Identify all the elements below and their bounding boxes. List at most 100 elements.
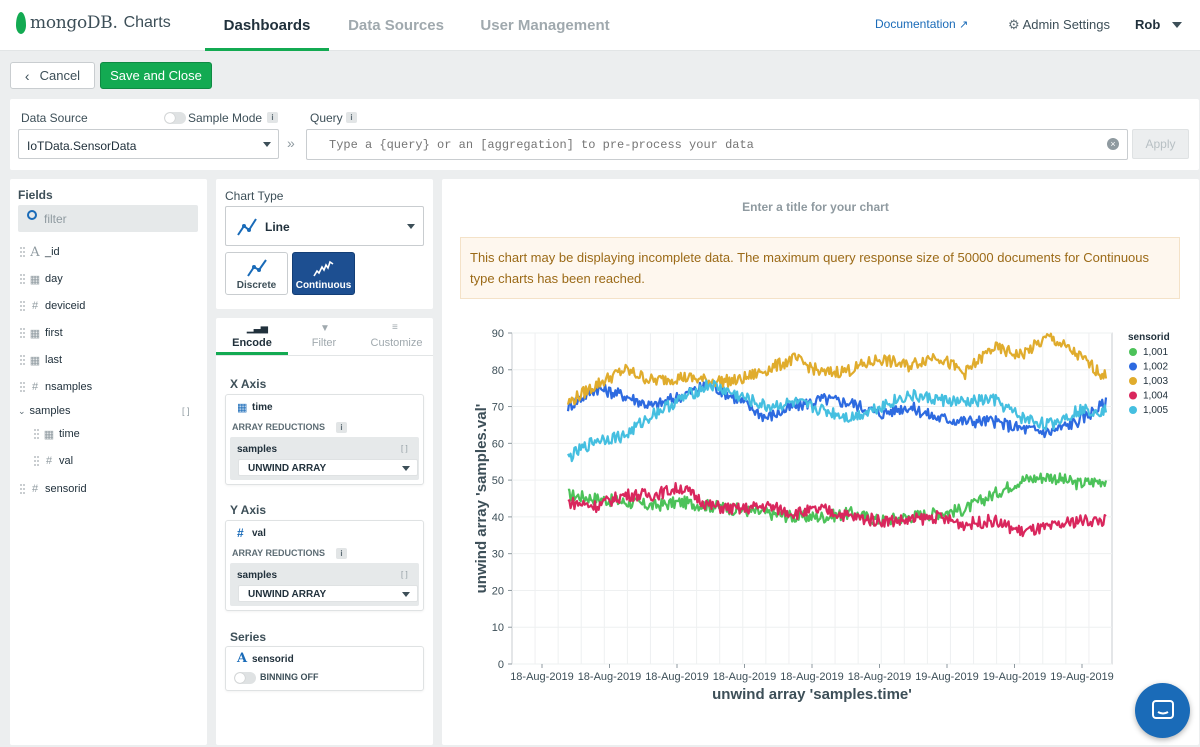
y-tick-label: 10 <box>492 622 504 634</box>
tab-customize[interactable]: ≡ Customize <box>360 318 433 355</box>
array-reductions-info-icon[interactable]: i <box>336 548 347 559</box>
tab-data-sources[interactable]: Data Sources <box>348 17 444 34</box>
sliders-icon: ≡ <box>392 322 398 333</box>
reduction-select[interactable]: UNWIND ARRAY <box>238 585 418 602</box>
drag-handle-icon[interactable] <box>20 355 25 365</box>
field-label: samples <box>29 405 71 417</box>
field-deviceid[interactable]: # deviceid <box>20 296 85 316</box>
data-source-label: Data Source <box>21 111 88 125</box>
apply-button[interactable]: Apply <box>1132 129 1189 159</box>
legend-label: 1,003 <box>1143 376 1168 387</box>
calendar-icon: ▦ <box>29 354 41 367</box>
sample-mode-info-icon[interactable]: i <box>267 112 278 123</box>
save-and-close-button[interactable]: Save and Close <box>100 62 212 89</box>
tab-customize-label: Customize <box>370 337 423 349</box>
field-label: nsamples <box>45 381 93 393</box>
chart-title-input[interactable]: Enter a title for your chart <box>742 200 889 214</box>
data-source-select[interactable]: IoTData.SensorData <box>18 129 279 159</box>
legend-swatch <box>1129 391 1137 400</box>
y-tick-label: 30 <box>492 549 504 561</box>
array-reductions-info-icon[interactable]: i <box>336 422 347 433</box>
x-tick-label: 19-Aug-2019 <box>915 671 979 683</box>
drag-handle-icon[interactable] <box>20 328 25 338</box>
discrete-line-icon <box>247 259 267 277</box>
mongodb-charts-logo[interactable]: mongoDB. Charts <box>16 12 171 34</box>
data-source-value: IoTData.SensorData <box>27 139 137 153</box>
tab-dashboards[interactable]: Dashboards <box>205 0 329 51</box>
chevron-down-icon <box>263 142 271 147</box>
x-tick-label: 18-Aug-2019 <box>645 671 709 683</box>
field-sensorid[interactable]: # sensorid <box>20 479 87 499</box>
discrete-label: Discrete <box>236 280 277 291</box>
data-source-panel: Data Source Sample Mode i IoTData.Sensor… <box>10 99 1199 170</box>
documentation-label: Documentation <box>875 17 956 31</box>
drag-handle-icon[interactable] <box>34 429 39 439</box>
chevron-left-icon: ‹ <box>24 67 30 84</box>
field-last[interactable]: ▦ last <box>20 350 62 370</box>
x-tick-label: 18-Aug-2019 <box>510 671 574 683</box>
number-type-icon: # <box>45 455 53 467</box>
field-id[interactable]: A _id <box>20 242 60 262</box>
user-menu-caret-icon[interactable] <box>1172 22 1182 28</box>
user-name[interactable]: Rob <box>1135 17 1161 32</box>
series-title: Series <box>230 630 267 644</box>
drag-handle-icon[interactable] <box>20 274 25 284</box>
field-samples[interactable]: ⌄ samples <box>18 401 71 421</box>
top-nav: mongoDB. Charts Dashboards Data Sources … <box>0 0 1200 51</box>
fields-search-input[interactable]: filter <box>18 205 198 232</box>
binning-toggle[interactable] <box>234 672 256 684</box>
x-tick-label: 18-Aug-2019 <box>848 671 912 683</box>
field-nsamples[interactable]: # nsamples <box>20 377 92 397</box>
field-samples-val[interactable]: # val <box>34 451 73 471</box>
legend-swatch <box>1129 406 1137 414</box>
field-label: deviceid <box>45 300 86 312</box>
field-samples-time[interactable]: ▦ time <box>34 424 80 444</box>
reduction-select[interactable]: UNWIND ARRAY <box>238 459 418 476</box>
discrete-button[interactable]: Discrete <box>225 252 288 295</box>
tab-user-management[interactable]: User Management <box>480 17 610 34</box>
y-axis-field: val <box>252 528 266 539</box>
chart-type-select[interactable]: Line <box>225 206 424 246</box>
series-line-1004 <box>567 482 1107 538</box>
series-card[interactable]: A sensorid BINNING OFF <box>225 646 424 691</box>
field-label: day <box>45 273 63 285</box>
documentation-link[interactable]: Documentation ↗ <box>875 17 968 31</box>
tab-encode[interactable]: ▁▃▅ Encode <box>216 318 288 355</box>
reduction-field: samples <box>237 444 278 455</box>
legend-swatch <box>1129 348 1137 356</box>
field-day[interactable]: ▦ day <box>20 269 63 289</box>
chat-button[interactable] <box>1135 683 1190 738</box>
drag-handle-icon[interactable] <box>34 456 39 466</box>
array-type-icon: [ ] <box>401 444 408 453</box>
drag-handle-icon[interactable] <box>20 247 25 257</box>
drag-handle-icon[interactable] <box>20 382 25 392</box>
query-input[interactable] <box>306 129 1128 160</box>
array-type-icon: [ ] <box>182 406 190 416</box>
field-label: sensorid <box>45 483 87 495</box>
drag-handle-icon[interactable] <box>20 484 25 494</box>
incomplete-data-warning: This chart may be displaying incomplete … <box>460 237 1180 299</box>
line-chart-icon <box>237 218 257 236</box>
drag-handle-icon[interactable] <box>20 301 25 311</box>
legend-label: 1,001 <box>1143 347 1168 358</box>
continuous-line-icon <box>313 260 334 277</box>
chevron-down-icon[interactable]: ⌄ <box>18 405 26 416</box>
x-axis-card[interactable]: ▦ time ARRAY REDUCTIONS i samples [ ] UN… <box>225 394 424 485</box>
reduction-field: samples <box>237 570 278 581</box>
field-first[interactable]: ▦ first <box>20 323 63 343</box>
admin-settings-link[interactable]: ⚙ Admin Settings <box>1008 17 1110 33</box>
reduction-group: samples [ ] UNWIND ARRAY <box>230 563 419 606</box>
calendar-icon: ▦ <box>237 402 248 414</box>
y-axis-card[interactable]: # val ARRAY REDUCTIONS i samples [ ] UNW… <box>225 520 424 611</box>
legend-swatch <box>1129 362 1137 371</box>
tab-filter[interactable]: ▼ Filter <box>288 318 360 355</box>
number-type-icon: # <box>237 526 244 540</box>
legend-label: 1,005 <box>1143 405 1168 416</box>
continuous-button[interactable]: Continuous <box>292 252 355 295</box>
tab-encode-label: Encode <box>232 337 272 349</box>
clear-query-icon[interactable]: × <box>1107 138 1119 150</box>
cancel-button[interactable]: ‹ Cancel <box>10 62 95 89</box>
fields-panel: Fields filter A _id ▦ day # deviceid ▦ f… <box>10 179 207 745</box>
sample-mode-toggle[interactable] <box>164 112 186 124</box>
query-info-icon[interactable]: i <box>346 112 357 123</box>
